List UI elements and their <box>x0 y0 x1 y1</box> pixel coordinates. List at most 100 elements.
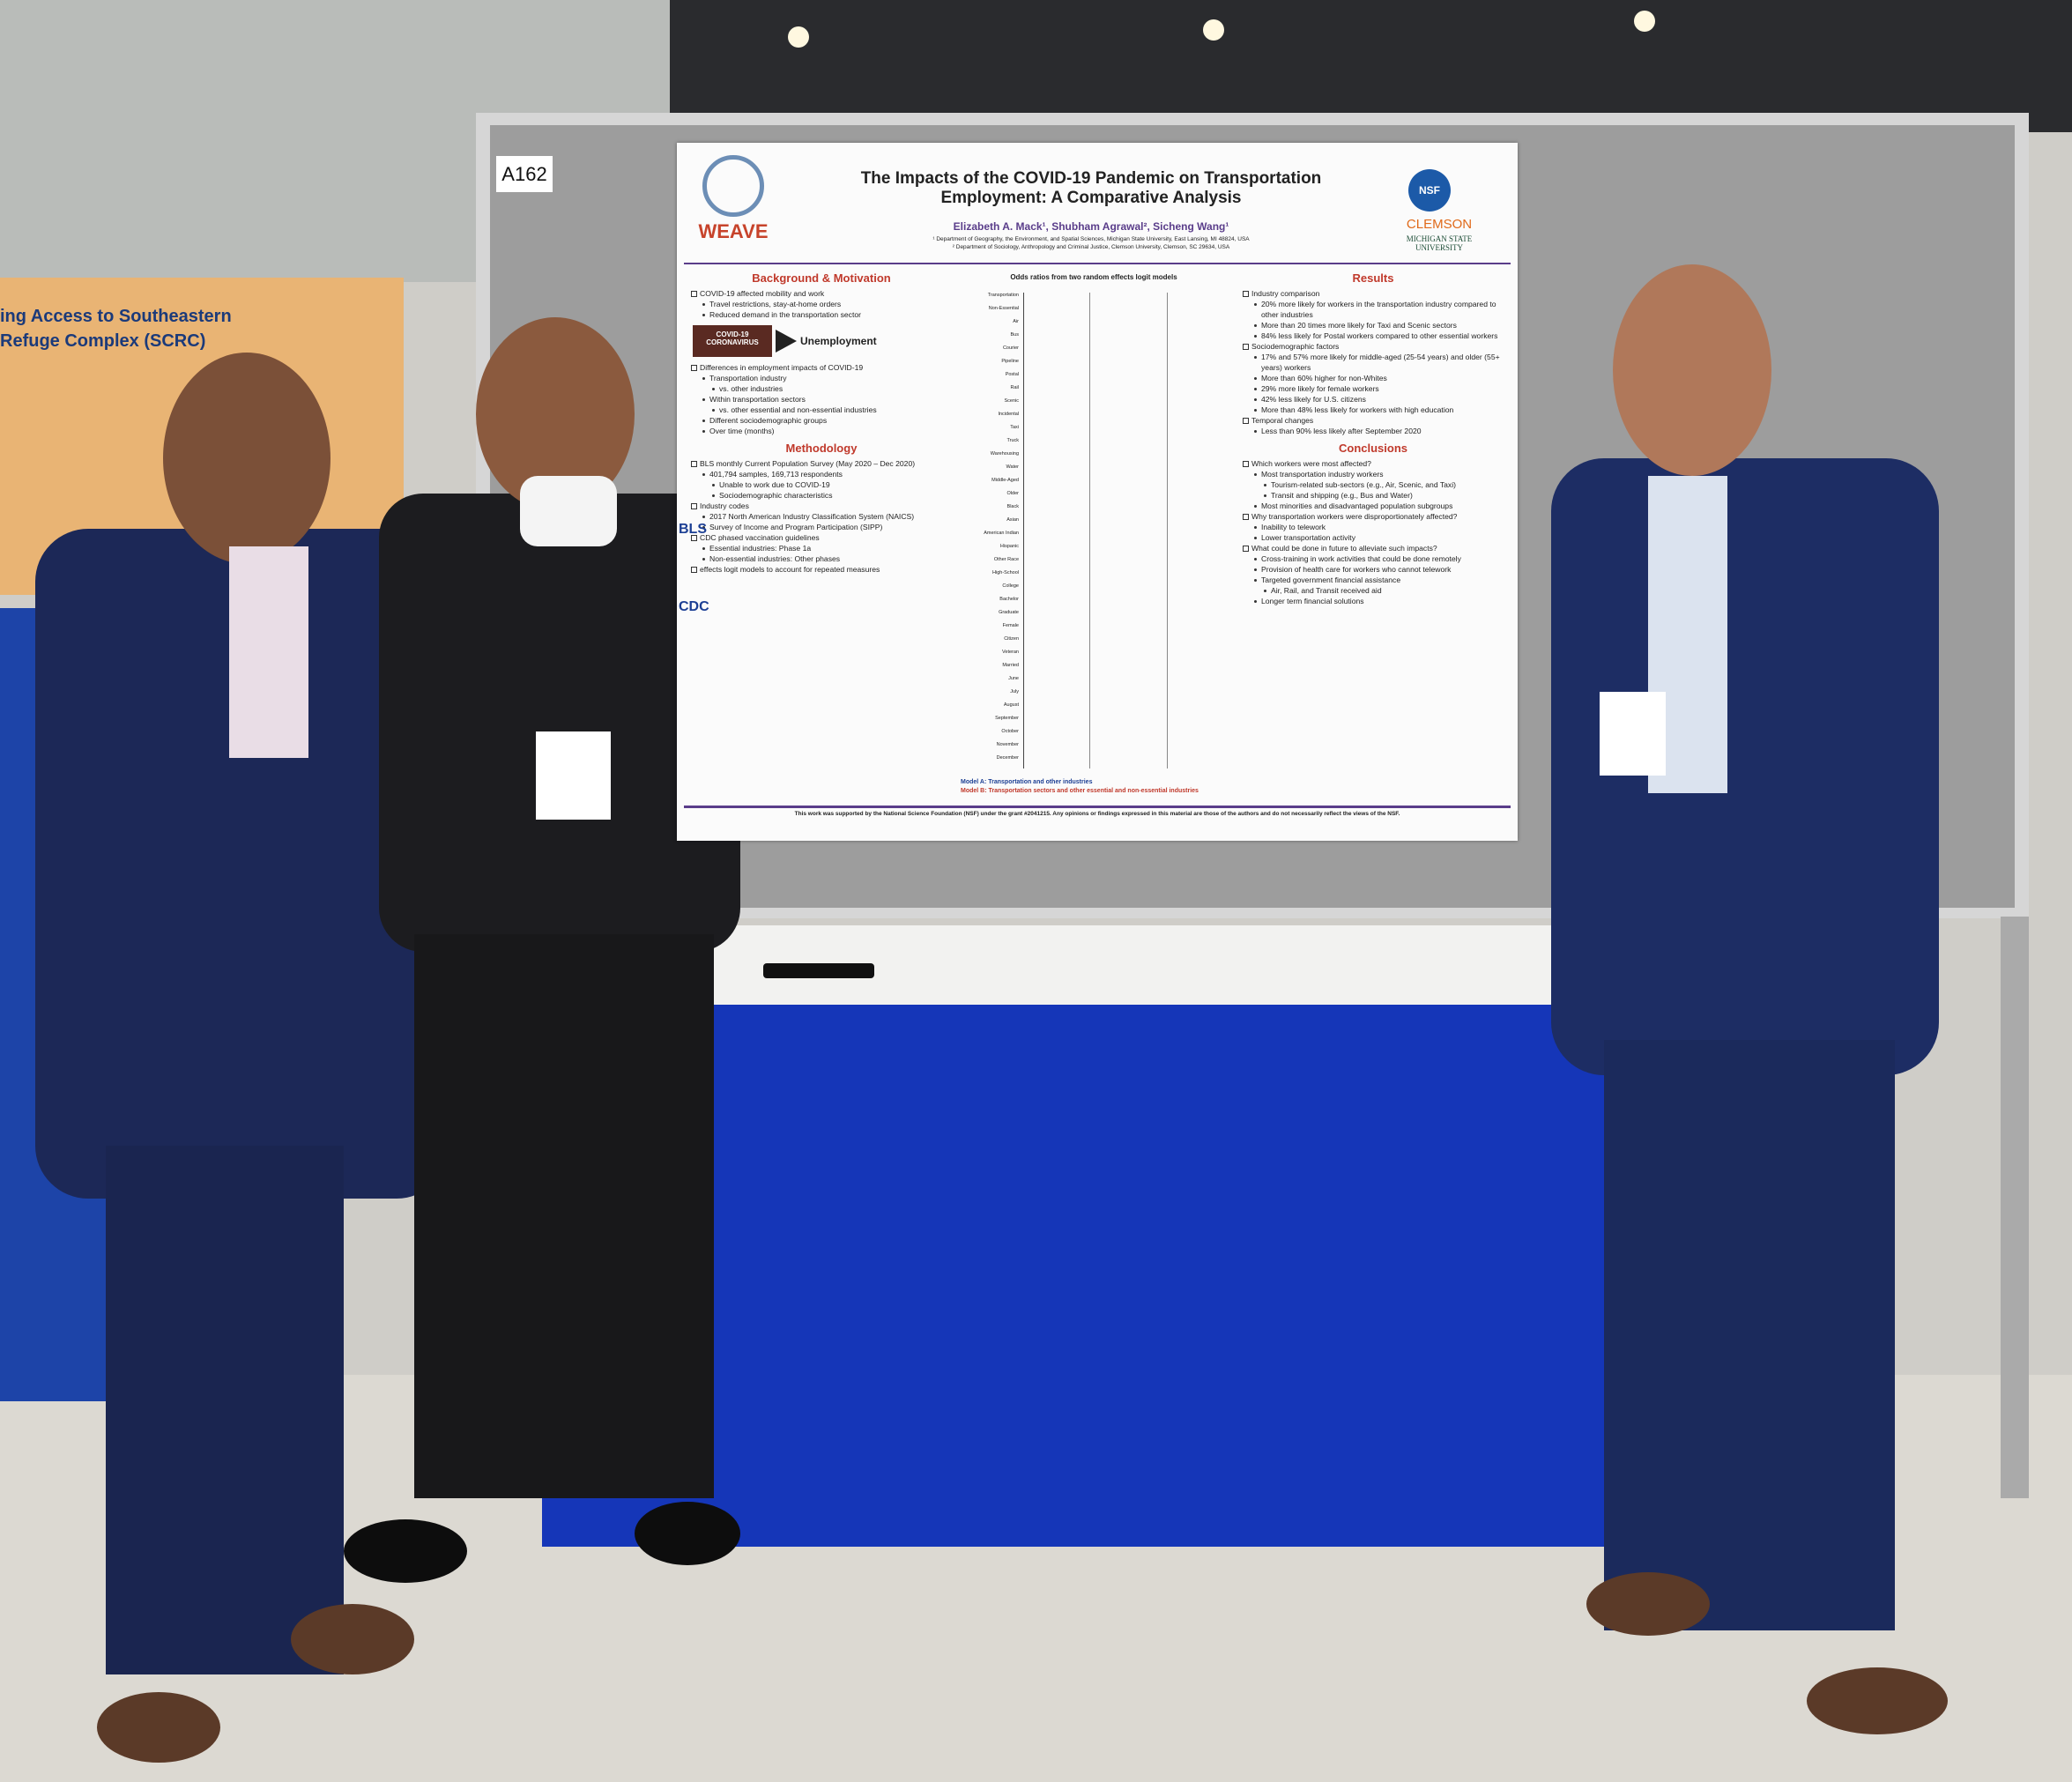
chart-label: Older <box>1006 491 1019 496</box>
divider <box>684 806 1511 808</box>
chart-label: Postal <box>1005 372 1019 377</box>
trousers <box>106 1146 344 1674</box>
arrow-label: Unemployment <box>800 335 877 347</box>
logo-icon <box>702 155 764 217</box>
bullet-item: 42% less likely for U.S. citizens <box>1254 394 1505 405</box>
shoe <box>291 1604 414 1674</box>
right-column: Results Industry comparison 20% more likel… <box>1241 266 1505 606</box>
chart-label: Female <box>1002 623 1019 628</box>
chart-label: Water <box>1006 464 1019 470</box>
bullet-item: Which workers were most affected? <box>1243 458 1505 469</box>
chart-label: Asian <box>1006 517 1019 523</box>
clemson-logo: CLEMSON <box>1406 217 1473 232</box>
chart-label: Pipeline <box>1001 359 1019 364</box>
bullet-item: Targeted government financial assistance <box>1254 575 1505 585</box>
bullet-item: Differences in employment impacts of COV… <box>691 362 954 373</box>
head <box>476 317 635 511</box>
bullet-item: Different sociodemographic groups <box>702 415 954 426</box>
bullet-item: Cross-training in work activities that c… <box>1254 553 1505 564</box>
section-heading: Conclusions <box>1338 442 1407 455</box>
person-left <box>35 353 449 1763</box>
booth-label-bg <box>496 156 553 192</box>
covid-image: COVID-19 CORONAVIRUS <box>693 325 772 357</box>
bullet-item: Survey of Income and Program Participati… <box>702 522 954 532</box>
trousers <box>414 934 714 1498</box>
shoe <box>344 1519 467 1583</box>
head <box>1613 264 1771 476</box>
background-poster-title: Refuge Complex (SCRC) <box>0 331 205 351</box>
chart-label: December <box>996 755 1019 761</box>
bullet-item: Transportation industry <box>702 373 954 383</box>
bullet-item: Provision of health care for workers who… <box>1254 564 1505 575</box>
chart-label: Bus <box>1010 332 1019 338</box>
chart-label: Graduate <box>999 610 1019 615</box>
axis-line <box>1167 293 1168 768</box>
bullet-item: Industry codes <box>691 501 954 511</box>
section-heading: Background & Motivation <box>752 271 891 285</box>
light <box>1634 11 1655 32</box>
chart-label: High-School <box>992 570 1019 575</box>
light <box>788 26 809 48</box>
suit <box>35 529 449 1199</box>
bullet-item: Longer term financial solutions <box>1254 596 1505 606</box>
bullet-item: 84% less likely for Postal workers compa… <box>1254 330 1505 341</box>
bullet-item: Reduced demand in the transportation sec… <box>702 309 954 320</box>
mask <box>520 476 617 546</box>
bullet-item: CDC phased vaccination guidelines <box>691 532 954 543</box>
bullet-item: Sociodemographic characteristics <box>712 490 954 501</box>
person-middle <box>344 317 740 1583</box>
poster-authors: Elizabeth A. Mack¹, Shubham Agrawal², Si… <box>953 220 1229 233</box>
head <box>163 353 330 564</box>
bullet-item: Lower transportation activity <box>1254 532 1505 543</box>
footer: This work was supported by the National … <box>794 811 1400 817</box>
chart-label: Citizen <box>1004 636 1019 642</box>
chart-label: October <box>1001 729 1019 734</box>
divider <box>684 263 1511 264</box>
badge <box>536 731 611 820</box>
bullet-item: Tourism-related sub-sectors (e.g., Air, … <box>1264 479 1505 490</box>
chart-label: Scenic <box>1004 398 1019 404</box>
chart-label: Rail <box>1010 385 1019 390</box>
chart-label: Bachelor <box>999 597 1019 602</box>
chart-label: Incidental <box>998 412 1019 417</box>
bullet-item: Essential industries: Phase 1a <box>702 543 954 553</box>
bullet-item: vs. other essential and non-essential in… <box>712 405 954 415</box>
chart-label: Warehousing <box>990 451 1019 457</box>
msu-logo: MICHIGAN STATE UNIVERSITY <box>1406 234 1473 252</box>
bullet-item: COVID-19 affected mobility and work <box>691 288 954 299</box>
weave-logo: WEAVE <box>686 152 781 249</box>
chart-label: College <box>1002 583 1019 589</box>
light <box>1203 19 1224 41</box>
chart-legend: Model B: Transportation sectors and othe… <box>961 788 1199 794</box>
person-right <box>1551 264 1948 1734</box>
chart-legend: Model A: Transportation and other indust… <box>961 779 1093 785</box>
bullet-item: Over time (months) <box>702 426 954 436</box>
chart-label: Courier <box>1002 345 1019 351</box>
chart-label: Other Race <box>993 557 1019 562</box>
chart-label: Veteran <box>1002 650 1019 655</box>
chart-label: July <box>1010 689 1019 694</box>
section-heading: Methodology <box>785 442 858 455</box>
bullet-item: Inability to telework <box>1254 522 1505 532</box>
bullet-item: More than 60% higher for non-Whites <box>1254 373 1505 383</box>
chart-label: Married <box>1002 663 1019 668</box>
covid-graphic: COVID-19 CORONAVIRUS Unemployment <box>693 325 954 357</box>
bullet-item: 20% more likely for workers in the trans… <box>1254 299 1505 320</box>
suit <box>379 494 740 952</box>
booth-label: A162 <box>501 163 546 185</box>
chart-label: November <box>996 742 1019 747</box>
bullet-item: 2017 North American Industry Classificat… <box>702 511 954 522</box>
shoe <box>1807 1667 1948 1734</box>
chart-label: Hispanic <box>999 544 1019 549</box>
chart-title: Odds ratios from two random effects logi… <box>1010 273 1177 281</box>
bullet-item: 17% and 57% more likely for middle-aged … <box>1254 352 1505 373</box>
chart-label: American Indian <box>984 531 1019 536</box>
bullet-item: Non-essential industries: Other phases <box>702 553 954 564</box>
bullet-item: Temporal changes <box>1243 415 1505 426</box>
chart-label: Middle-Aged <box>991 478 1019 483</box>
bullet-item: Travel restrictions, stay-at-home orders <box>702 299 954 309</box>
chart-label: Taxi <box>1010 425 1019 430</box>
chart-label: June <box>1008 676 1019 681</box>
board-leg <box>2001 917 2029 1498</box>
